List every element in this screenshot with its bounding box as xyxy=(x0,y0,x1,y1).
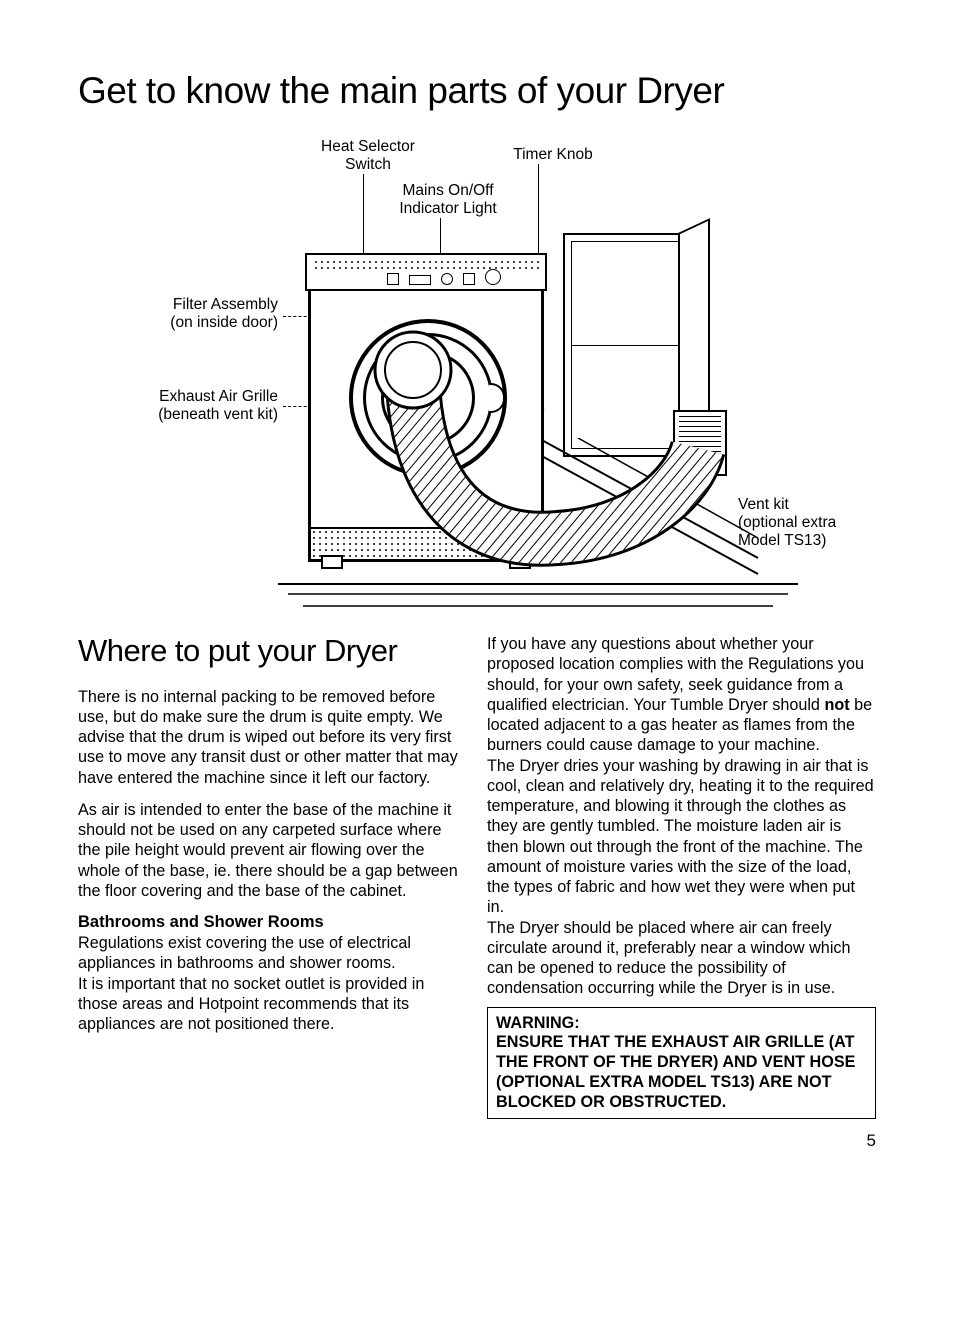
warning-text: ENSURE THAT THE EXHAUST AIR GRILLE (AT T… xyxy=(496,1033,867,1112)
p-questions-a: If you have any questions about whether … xyxy=(487,635,864,714)
p-carpet: As air is intended to enter the base of … xyxy=(78,800,467,901)
label-mains-light: Mains On/OffIndicator Light xyxy=(378,182,518,218)
p-unpacking: There is no internal packing to be remov… xyxy=(78,687,467,788)
p-questions: If you have any questions about whether … xyxy=(487,634,876,756)
main-title: Get to know the main parts of your Dryer xyxy=(78,70,876,112)
floor-lines xyxy=(278,578,788,608)
page-number: 5 xyxy=(78,1131,876,1151)
warning-box: WARNING: ENSURE THAT THE EXHAUST AIR GRI… xyxy=(487,1007,876,1120)
p-not-bold: not xyxy=(824,696,849,714)
subhead-bathrooms: Bathrooms and Shower Rooms xyxy=(78,913,467,932)
p-placement: The Dryer should be placed where air can… xyxy=(487,918,876,999)
label-filter-assembly: Filter Assembly(on inside door) xyxy=(128,296,278,332)
p-how-it-dries: The Dryer dries your washing by drawing … xyxy=(487,756,876,918)
p-regulations: Regulations exist covering the use of el… xyxy=(78,933,467,974)
p-socket: It is important that no socket outlet is… xyxy=(78,974,467,1035)
left-column: Where to put your Dryer There is no inte… xyxy=(78,634,467,1119)
right-column: If you have any questions about whether … xyxy=(487,634,876,1119)
dryer-door xyxy=(349,319,507,477)
window-sill xyxy=(538,438,768,588)
section-title: Where to put your Dryer xyxy=(78,634,467,669)
warning-label: WARNING: xyxy=(496,1014,867,1034)
label-heat-selector: Heat SelectorSwitch xyxy=(298,138,438,174)
label-exhaust-grille: Exhaust Air Grille(beneath vent kit) xyxy=(118,388,278,424)
label-timer-knob: Timer Knob xyxy=(493,146,613,164)
dryer-body xyxy=(308,256,544,562)
dryer-diagram: Heat SelectorSwitch Timer Knob Mains On/… xyxy=(78,128,878,618)
